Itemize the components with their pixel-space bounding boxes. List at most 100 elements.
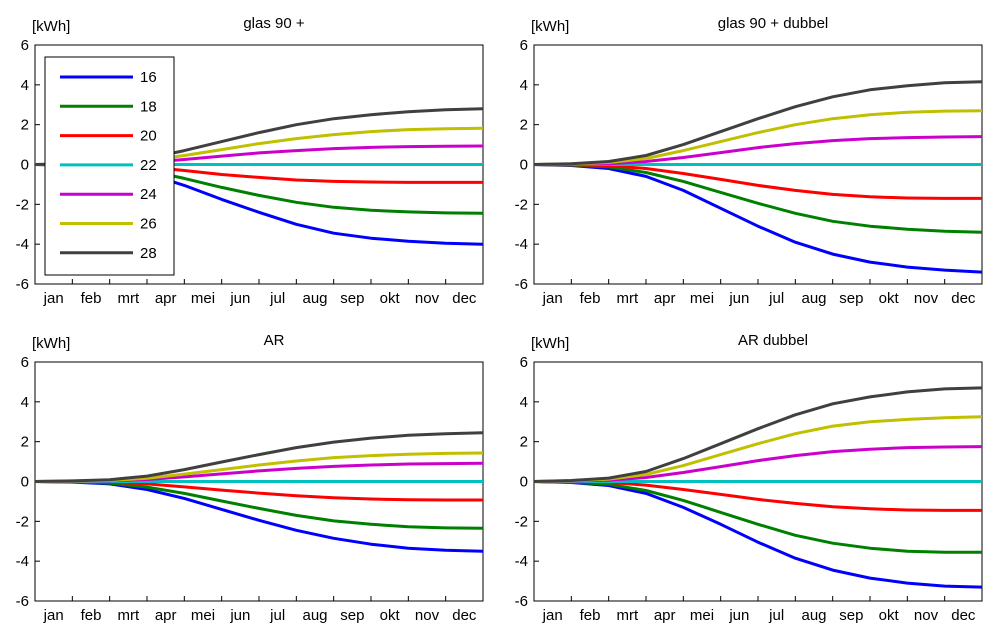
y-axis-label: [kWh] [531, 335, 569, 352]
x-tick-label: feb [81, 607, 102, 624]
x-tick-label: sep [340, 290, 364, 307]
y-tick-label: -6 [16, 276, 29, 293]
x-tick-label: jun [229, 607, 250, 624]
x-tick-label: jul [768, 607, 784, 624]
x-tick-label: mei [191, 290, 215, 307]
x-tick-label: mei [690, 290, 714, 307]
y-axis-label: [kWh] [32, 18, 70, 35]
x-tick-label: jul [768, 290, 784, 307]
x-tick-label: jan [43, 607, 64, 624]
series-line-20 [533, 163, 982, 200]
x-tick-label: jan [542, 290, 563, 307]
series-line-18 [533, 480, 982, 554]
x-tick-label: mei [690, 607, 714, 624]
x-tick-label: apr [155, 607, 177, 624]
y-axis-label: [kWh] [531, 18, 569, 35]
series-line-28 [34, 431, 484, 483]
series-line-16 [533, 480, 983, 589]
y-tick-label: -4 [515, 553, 528, 570]
legend-label: 24 [140, 186, 157, 203]
x-tick-label: okt [879, 607, 900, 624]
y-tick-label: 0 [520, 157, 528, 174]
y-tick-label: -6 [515, 276, 528, 293]
y-tick-label: 4 [21, 394, 29, 411]
x-tick-label: mrt [616, 607, 638, 624]
y-tick-label: -2 [16, 196, 29, 213]
series-line-24 [533, 445, 983, 483]
x-tick-label: jun [229, 290, 250, 307]
x-tick-label: apr [155, 290, 177, 307]
series-line-28 [533, 386, 983, 483]
series-line-24 [533, 135, 983, 166]
x-tick-label: apr [654, 607, 676, 624]
x-tick-label: feb [580, 290, 601, 307]
chart-title: AR dubbel [738, 332, 808, 349]
series-line-28 [533, 80, 983, 166]
chart-title: glas 90 + dubbel [718, 15, 829, 32]
x-tick-label: dec [452, 290, 477, 307]
x-tick-label: aug [801, 290, 826, 307]
y-tick-label: -2 [515, 196, 528, 213]
x-tick-label: nov [415, 290, 440, 307]
chart-title: AR [264, 332, 285, 349]
x-tick-label: dec [452, 607, 477, 624]
y-tick-label: -2 [16, 513, 29, 530]
x-tick-label: dec [951, 607, 976, 624]
x-tick-label: mrt [117, 290, 139, 307]
x-tick-label: jun [728, 290, 749, 307]
y-tick-label: 6 [520, 354, 528, 371]
legend-label: 26 [140, 216, 157, 233]
y-axis-label: [kWh] [32, 335, 70, 352]
chart-title: glas 90 + [243, 15, 305, 32]
y-tick-label: 2 [520, 434, 528, 451]
legend-label: 18 [140, 98, 157, 115]
series-line-16 [533, 163, 983, 274]
y-tick-label: -4 [16, 553, 29, 570]
x-tick-label: jun [728, 607, 749, 624]
x-tick-label: sep [839, 607, 863, 624]
y-tick-label: 0 [21, 474, 29, 491]
x-tick-label: mrt [616, 290, 638, 307]
y-tick-label: -4 [16, 236, 29, 253]
x-tick-label: okt [879, 290, 900, 307]
legend-label: 20 [140, 128, 157, 145]
x-tick-label: apr [654, 290, 676, 307]
chart-panel: AR [kWh]6 4 2 0 -2 -4 -6 jan feb mrt apr mei jun jul au… [16, 332, 484, 624]
y-tick-label: -6 [16, 593, 29, 610]
y-tick-label: 6 [21, 354, 29, 371]
y-tick-label: 2 [21, 117, 29, 134]
x-tick-label: okt [380, 290, 401, 307]
y-tick-label: -6 [515, 593, 528, 610]
x-tick-label: feb [580, 607, 601, 624]
x-tick-label: sep [340, 607, 364, 624]
x-tick-label: jan [43, 290, 64, 307]
y-tick-label: 6 [21, 37, 29, 54]
x-tick-label: nov [914, 607, 939, 624]
y-tick-label: 6 [520, 37, 528, 54]
x-tick-label: mrt [117, 607, 139, 624]
x-tick-label: feb [81, 290, 102, 307]
x-tick-label: nov [914, 290, 939, 307]
y-tick-label: 0 [21, 157, 29, 174]
y-tick-label: 0 [520, 474, 528, 491]
legend-label: 28 [140, 245, 157, 262]
x-tick-label: aug [302, 290, 327, 307]
chart-panel: glas 90 + dubbel [kWh]6 4 2 0 -2 -4 -6 jan feb mrt… [515, 15, 983, 307]
y-tick-label: 4 [520, 394, 528, 411]
legend-label: 16 [140, 69, 157, 86]
y-tick-label: 4 [21, 77, 29, 94]
x-tick-label: nov [415, 607, 440, 624]
x-tick-label: mei [191, 607, 215, 624]
x-tick-label: okt [380, 607, 401, 624]
y-tick-label: -4 [515, 236, 528, 253]
x-tick-label: jan [542, 607, 563, 624]
y-tick-label: 2 [520, 117, 528, 134]
x-tick-label: sep [839, 290, 863, 307]
series-line-26 [533, 415, 983, 483]
x-tick-label: jul [269, 607, 285, 624]
legend-label: 22 [140, 157, 157, 174]
y-tick-label: -2 [515, 513, 528, 530]
